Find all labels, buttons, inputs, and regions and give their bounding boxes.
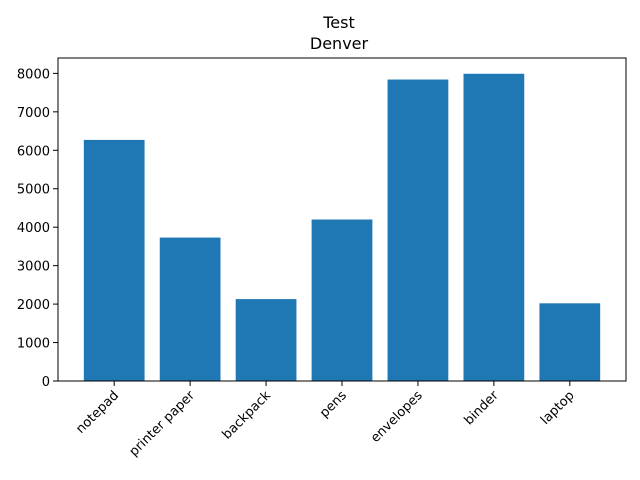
y-tick-label: 4000 bbox=[17, 221, 50, 236]
y-tick-label: 0 bbox=[42, 375, 50, 390]
x-axis: notepad printer paper backpack pens envelope… bbox=[73, 381, 578, 460]
x-tick-label: printer paper bbox=[127, 388, 199, 460]
chart-subtitle: Denver bbox=[310, 34, 369, 53]
bar-backpack bbox=[235, 299, 297, 381]
y-tick-label: 6000 bbox=[17, 144, 50, 159]
y-tick-label: 5000 bbox=[17, 183, 50, 198]
plot-frame bbox=[57, 57, 627, 382]
x-tick-label: pens bbox=[317, 388, 350, 421]
x-tick-label: notepad bbox=[73, 388, 122, 437]
x-tick-label: laptop bbox=[538, 388, 578, 428]
y-tick-label: 7000 bbox=[17, 106, 50, 121]
y-axis: 0 1000 2000 3000 4000 5000 6000 7000 8000 bbox=[17, 67, 58, 390]
y-tick-label: 8000 bbox=[17, 67, 50, 82]
chart-title: Test bbox=[322, 13, 355, 32]
bar-binder bbox=[463, 73, 525, 381]
bar-envelopes bbox=[387, 79, 449, 382]
y-tick-label: 3000 bbox=[17, 260, 50, 275]
bar-notepad bbox=[83, 139, 145, 381]
x-tick-label: backpack bbox=[220, 388, 275, 443]
bars-group bbox=[83, 73, 601, 382]
bar-printer-paper bbox=[159, 237, 221, 381]
y-tick-label: 2000 bbox=[17, 298, 50, 313]
x-tick-label: envelopes bbox=[368, 388, 426, 446]
bar-laptop bbox=[539, 303, 601, 381]
bar-pens bbox=[311, 219, 373, 381]
y-tick-label: 1000 bbox=[17, 337, 50, 352]
x-tick-label: binder bbox=[462, 388, 503, 429]
